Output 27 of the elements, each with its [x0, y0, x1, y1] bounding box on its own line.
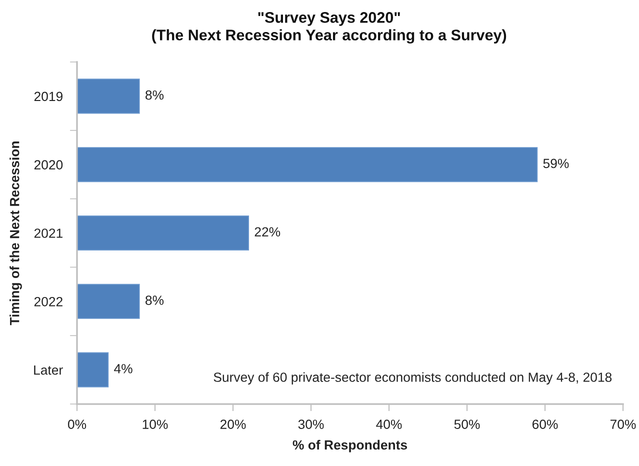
y-tick-label: 2021	[34, 228, 62, 238]
y-tick-label: Later	[34, 366, 63, 375]
x-tick-label: 50%	[454, 420, 480, 429]
y-axis-title: Timing of the Next Recession	[10, 142, 22, 326]
data-label: 8%	[146, 296, 164, 305]
x-tick-label: 10%	[142, 420, 168, 429]
y-tick-label: 2020	[34, 160, 63, 170]
bar	[77, 352, 109, 388]
y-tick-label: 2019	[34, 92, 62, 102]
bar	[77, 215, 250, 251]
x-tick-label: 0%	[68, 420, 86, 429]
x-tick-label: 40%	[376, 420, 402, 429]
bar	[77, 284, 140, 319]
x-tick-label: 60%	[532, 420, 558, 429]
bar	[77, 78, 140, 114]
x-axis-title: % of Respondents	[292, 440, 408, 452]
annotation: Survey of 60 private-sector economists conducted on May 4-8, 2018	[214, 372, 612, 385]
chart-title: "Survey Says 2020" (The Next Recession Year according to a Survey)	[152, 12, 506, 44]
data-label: 59%	[543, 158, 569, 168]
data-label: 22%	[254, 227, 280, 236]
data-label: 8%	[146, 90, 164, 100]
x-tick-label: 20%	[220, 420, 246, 429]
bar	[77, 147, 538, 182]
data-label: 4%	[114, 364, 132, 374]
x-tick-label: 70%	[610, 420, 636, 429]
x-tick-label: 30%	[298, 420, 324, 429]
y-tick-label: 2022	[34, 296, 62, 306]
